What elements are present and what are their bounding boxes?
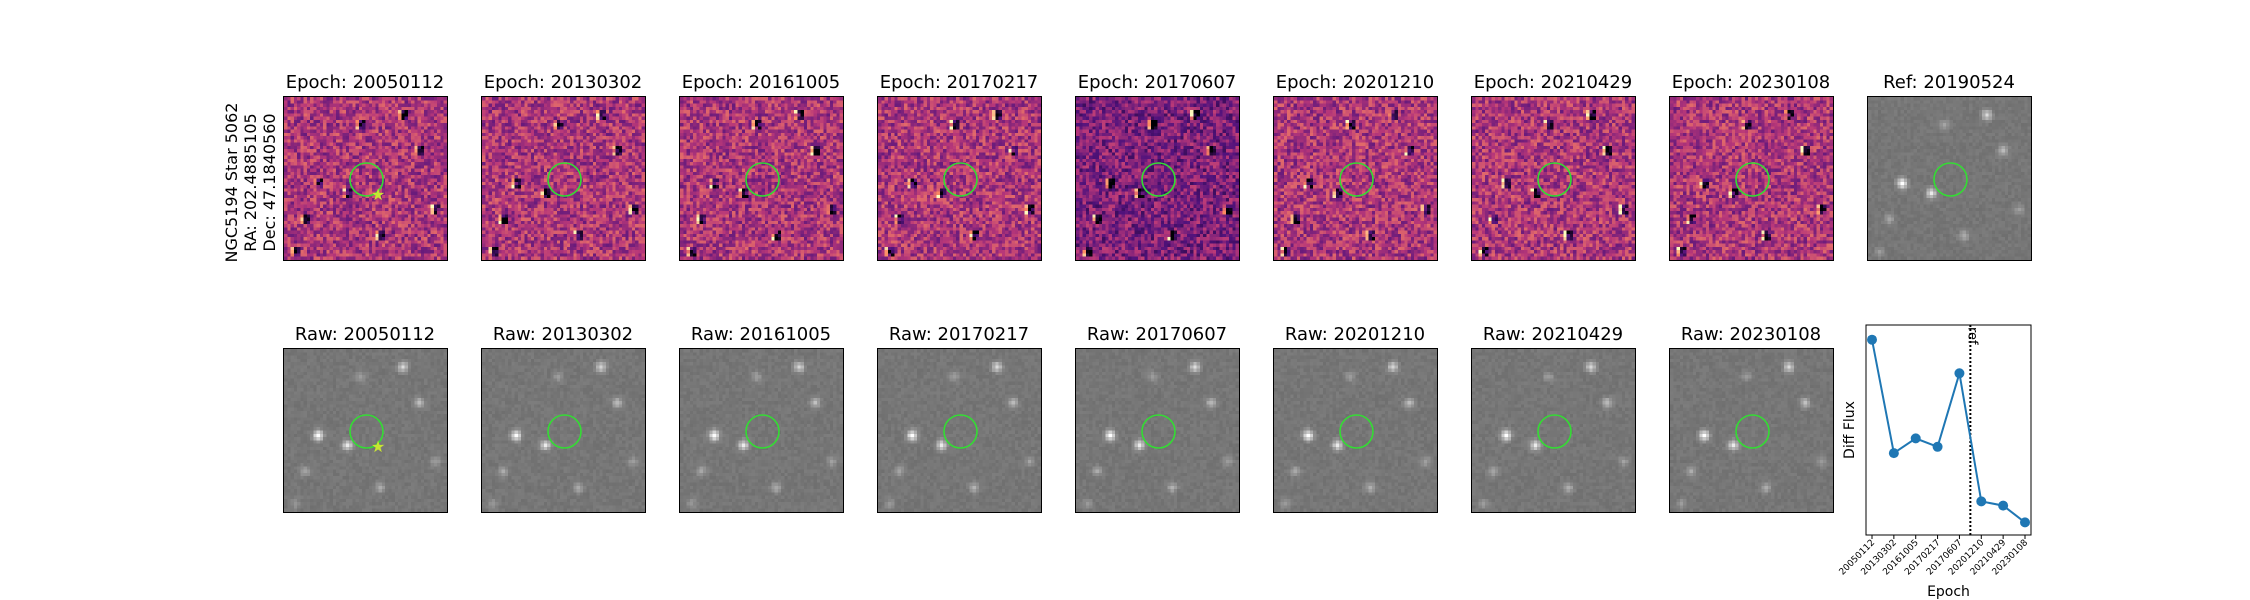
raw-image	[1670, 349, 1833, 512]
ref-panel-title: Ref: 20190524	[1883, 72, 2015, 93]
diff-image-panel: ★	[283, 96, 448, 261]
raw-panel-title: Raw: 20210429	[1482, 324, 1624, 345]
data-point	[1998, 500, 2009, 511]
ref-image	[1868, 97, 2031, 260]
data-point	[2020, 517, 2030, 528]
raw-panel-title: Raw: 20130302	[492, 324, 634, 345]
aperture-circle	[1735, 414, 1770, 449]
raw-image-panel	[1471, 348, 1636, 513]
diff-image	[680, 97, 843, 260]
aperture-circle	[1339, 162, 1374, 197]
chart-ylabel: Diff Flux	[1842, 401, 1858, 459]
raw-panel-title: Raw: 20170607	[1086, 324, 1228, 345]
data-point	[1910, 433, 1921, 444]
raw-panel-title: Raw: 20201210	[1284, 324, 1426, 345]
diff-image-panel	[679, 96, 844, 261]
diff-image-panel	[1273, 96, 1438, 261]
aperture-circle	[1339, 414, 1374, 449]
diff-image-panel	[1075, 96, 1240, 261]
aperture-circle	[1537, 414, 1572, 449]
raw-image	[1076, 349, 1239, 512]
raw-image-panel	[1669, 348, 1834, 513]
raw-image	[1274, 349, 1437, 512]
data-point	[1932, 441, 1943, 452]
diff-panel-title: Epoch: 20170217	[879, 72, 1039, 93]
raw-panel-title: Raw: 20050112	[294, 324, 436, 345]
aperture-circle	[745, 162, 780, 197]
diff-panel-title: Epoch: 20170607	[1077, 72, 1237, 93]
aperture-circle	[547, 162, 582, 197]
raw-panel-title: Raw: 20170217	[888, 324, 1030, 345]
diff-flux-chart: ref2005011220130302201610052017021720170…	[1838, 324, 2032, 600]
diff-image-panel	[481, 96, 646, 261]
raw-image-panel: ★	[283, 348, 448, 513]
diff-image	[1274, 97, 1437, 260]
data-point	[1867, 334, 1877, 345]
diff-panel-title: Epoch: 20201210	[1275, 72, 1435, 93]
aperture-circle	[745, 414, 780, 449]
raw-image	[284, 349, 447, 512]
diff-image	[878, 97, 1041, 260]
target-ra: RA: 202.4885105	[241, 113, 260, 252]
diff-panel-title: Epoch: 20130302	[483, 72, 643, 93]
diff-image-panel	[1669, 96, 1834, 261]
raw-panel-title: Raw: 20161005	[690, 324, 832, 345]
diff-image	[482, 97, 645, 260]
ref-image-panel	[1867, 96, 2032, 261]
target-name: NGC5194 Star 5062	[222, 102, 241, 263]
data-point	[1976, 496, 1987, 507]
diff-panel-title: Epoch: 20050112	[285, 72, 445, 93]
data-point	[1888, 448, 1899, 459]
aperture-circle	[943, 414, 978, 449]
raw-panel-title: Raw: 20230108	[1680, 324, 1822, 345]
raw-image	[680, 349, 843, 512]
diff-panel-title: Epoch: 20210429	[1473, 72, 1633, 93]
aperture-circle	[1933, 162, 1968, 197]
aperture-circle	[349, 162, 384, 197]
aperture-circle	[1735, 162, 1770, 197]
diff-image	[1472, 97, 1635, 260]
star-marker-icon: ★	[371, 437, 385, 456]
target-info: NGC5194 Star 5062 RA: 202.4885105 Dec: 4…	[222, 95, 280, 270]
target-dec: Dec: 47.1840560	[260, 113, 279, 252]
raw-image-panel	[679, 348, 844, 513]
chart-xlabel: Epoch	[1927, 584, 1970, 600]
aperture-circle	[1141, 162, 1176, 197]
raw-image	[1472, 349, 1635, 512]
ref-line-label: ref	[1964, 327, 1979, 345]
diff-panel-title: Epoch: 20161005	[681, 72, 841, 93]
chart-axes-frame	[1865, 324, 2032, 536]
aperture-circle	[1141, 414, 1176, 449]
aperture-circle	[943, 162, 978, 197]
series-line	[1871, 339, 2026, 524]
diff-image	[284, 97, 447, 260]
star-marker-icon: ★	[371, 185, 385, 204]
raw-image-panel	[877, 348, 1042, 513]
aperture-circle	[349, 414, 384, 449]
diff-image	[1076, 97, 1239, 260]
diff-image	[1670, 97, 1833, 260]
data-point	[1954, 368, 1965, 379]
raw-image	[878, 349, 1041, 512]
diff-image-panel	[1471, 96, 1636, 261]
raw-image-panel	[1075, 348, 1240, 513]
diff-panel-title: Epoch: 20230108	[1671, 72, 1831, 93]
raw-image	[482, 349, 645, 512]
raw-image-panel	[1273, 348, 1438, 513]
diff-image-panel	[877, 96, 1042, 261]
aperture-circle	[547, 414, 582, 449]
raw-image-panel	[481, 348, 646, 513]
aperture-circle	[1537, 162, 1572, 197]
